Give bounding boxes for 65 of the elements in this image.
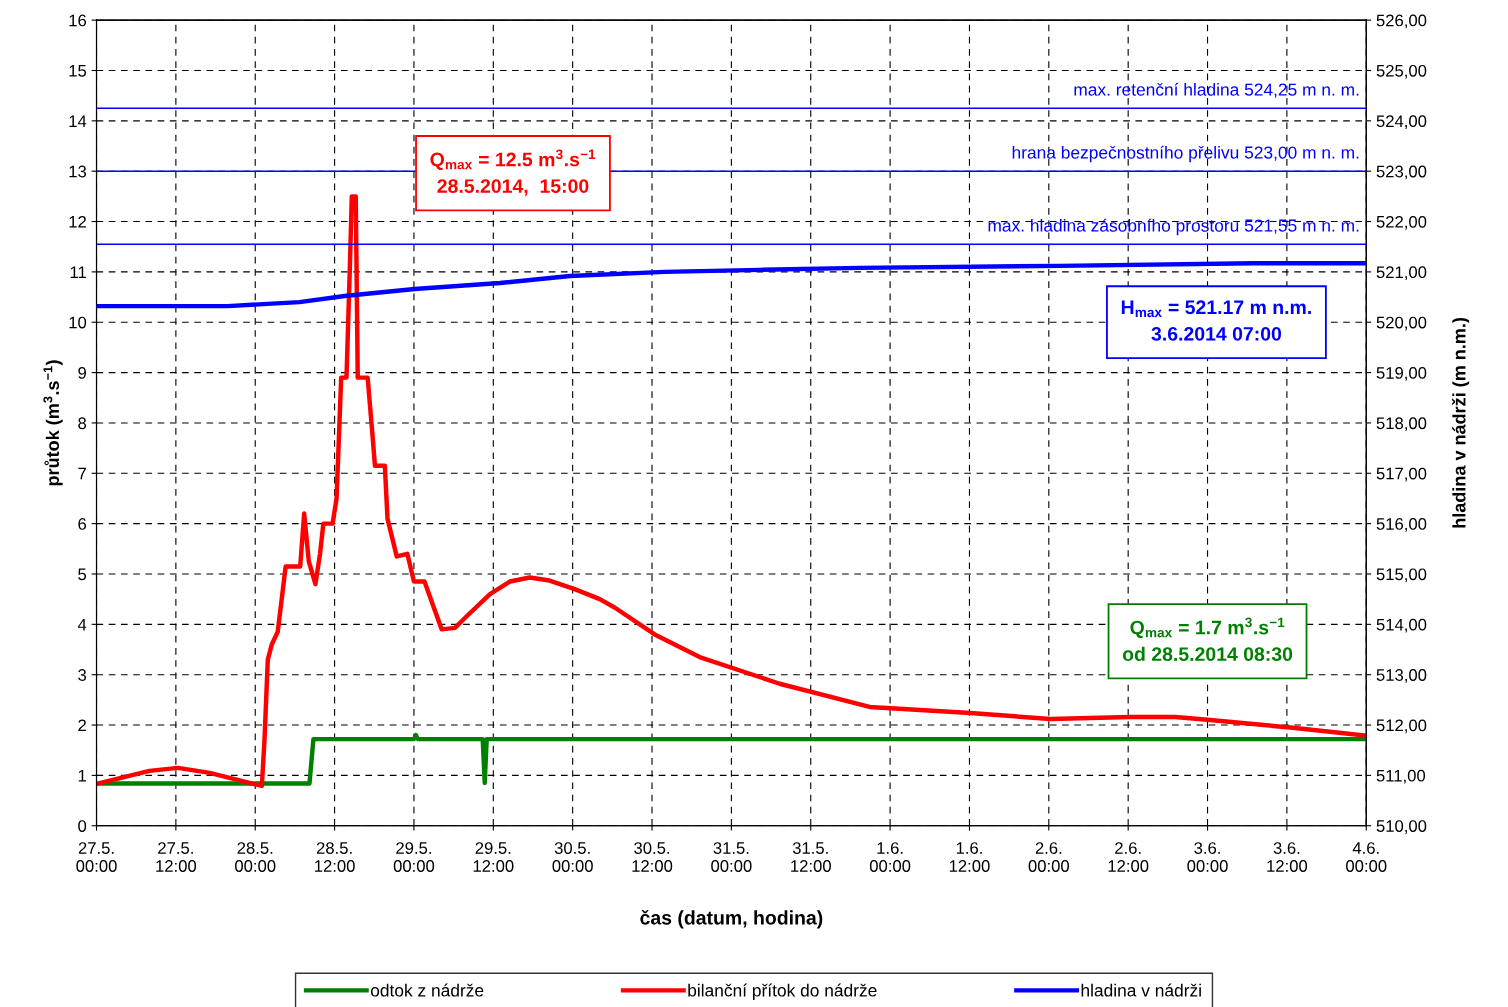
y2-tick-label: 514,00	[1376, 618, 1427, 633]
y-tick-label: 14	[69, 115, 87, 127]
y-tick-label: 1	[78, 769, 86, 782]
legend-label: odtok z nádrže	[370, 983, 484, 997]
text: Q$_{max}$ = 12.5 m$^{3}$.s$^{−1}$ 28.5.2014, 15:00	[430, 149, 596, 196]
x-tick-label: 2.6. 00:00	[1028, 842, 1070, 872]
x-tick-label: 27.5. 00:00	[76, 842, 117, 872]
y2-tick-label: 524,00	[1376, 115, 1427, 130]
y-tick-label: 0	[78, 820, 87, 832]
y2-tick-label: 522,00	[1376, 215, 1427, 230]
x-tick-label: 1.6. 12:00	[949, 842, 990, 872]
y-axis-title: průtok (m$^{3}$.s$^{−1}$)	[43, 360, 63, 486]
y2-tick-label: 521,00	[1376, 266, 1427, 281]
ref-line-label: max. retenční hladina 524,25 m n. m.	[1074, 82, 1359, 98]
y2-tick-label: 513,00	[1376, 669, 1427, 683]
y2-tick-label: 519,00	[1376, 366, 1427, 381]
y2-tick-label: 520,00	[1376, 316, 1427, 331]
ref-line-label: max. hladina zásobního prostoru 521,55 m n. m.	[988, 218, 1359, 236]
x-tick-label: 29.5. 12:00	[473, 842, 514, 872]
y-tick-label: 7	[78, 467, 86, 480]
y-tick-label: 2	[78, 719, 86, 732]
x-tick-label: 30.5. 00:00	[552, 842, 593, 872]
y2-tick-label: 517,00	[1376, 467, 1427, 482]
line-series	[96, 194, 1367, 789]
ref-line-label: hrana bezpečnostního přelivu 523,00 m n. m.	[1012, 145, 1359, 163]
y-tick-label: 3	[78, 669, 87, 681]
x-tick-label: 3.6. 00:00	[1187, 842, 1228, 872]
y2-tick-label: 516,00	[1376, 518, 1427, 532]
y-tick-label: 15	[69, 65, 87, 77]
x-tick-label: 28.5. 12:00	[315, 842, 355, 872]
y-tick-label: 16	[69, 14, 87, 27]
x-tick-label: 29.5. 00:00	[393, 842, 435, 872]
x-tick-label: 3.6. 12:00	[1267, 842, 1308, 872]
y2-tick-label: 523,00	[1376, 165, 1427, 180]
y-tick-label: 13	[69, 165, 87, 178]
legend-label: hladina v nádrži	[1081, 983, 1201, 997]
y2-tick-label: 515,00	[1376, 568, 1427, 583]
x-tick-label: 4.6. 00:00	[1346, 842, 1387, 872]
y2-tick-label: 518,00	[1376, 417, 1427, 432]
x-tick-label: 27.5. 12:00	[156, 842, 197, 872]
y-tick-label: 12	[69, 215, 86, 228]
x-tick-label: 2.6. 12:00	[1108, 842, 1149, 872]
y2-axis-title: hladina v nádrži (m n.m.)	[1451, 317, 1470, 528]
y-tick-label: 10	[69, 316, 87, 329]
y-tick-label: 4	[77, 618, 87, 631]
x-tick-label: 31.5. 00:00	[711, 842, 752, 872]
y2-tick-label: 526,00	[1376, 14, 1427, 29]
x-tick-label: 31.5. 12:00	[791, 842, 831, 872]
y-tick-label: 6	[78, 518, 87, 530]
x-tick-label: 30.5. 12:00	[632, 842, 673, 872]
y2-tick-label: 512,00	[1376, 719, 1427, 734]
text: Q$_{max}$ = 1.7 m$^{3}$.s$^{−1}$ od 28.5.2014 08:30	[1122, 617, 1293, 662]
legend-label: bilanční přítok do nádrže	[688, 983, 877, 1000]
annotation: H$_{max}$ = 521.17 m n.m. 3.6.2014 07:00	[1121, 300, 1311, 341]
line-series	[96, 732, 1367, 786]
x-axis-title: čas (datum, hodina)	[640, 909, 823, 929]
x-tick-label: 28.5. 00:00	[235, 842, 276, 872]
y2-tick-label: 525,00	[1376, 64, 1427, 79]
y-tick-label: 11	[70, 266, 86, 278]
y-tick-label: 9	[78, 366, 86, 379]
y2-tick-label: 510,00	[1376, 820, 1427, 834]
y-tick-label: 5	[78, 568, 87, 581]
y-tick-label: 8	[78, 417, 87, 430]
y2-tick-label: 511,00	[1376, 769, 1426, 784]
x-tick-label: 1.6. 00:00	[869, 842, 911, 872]
